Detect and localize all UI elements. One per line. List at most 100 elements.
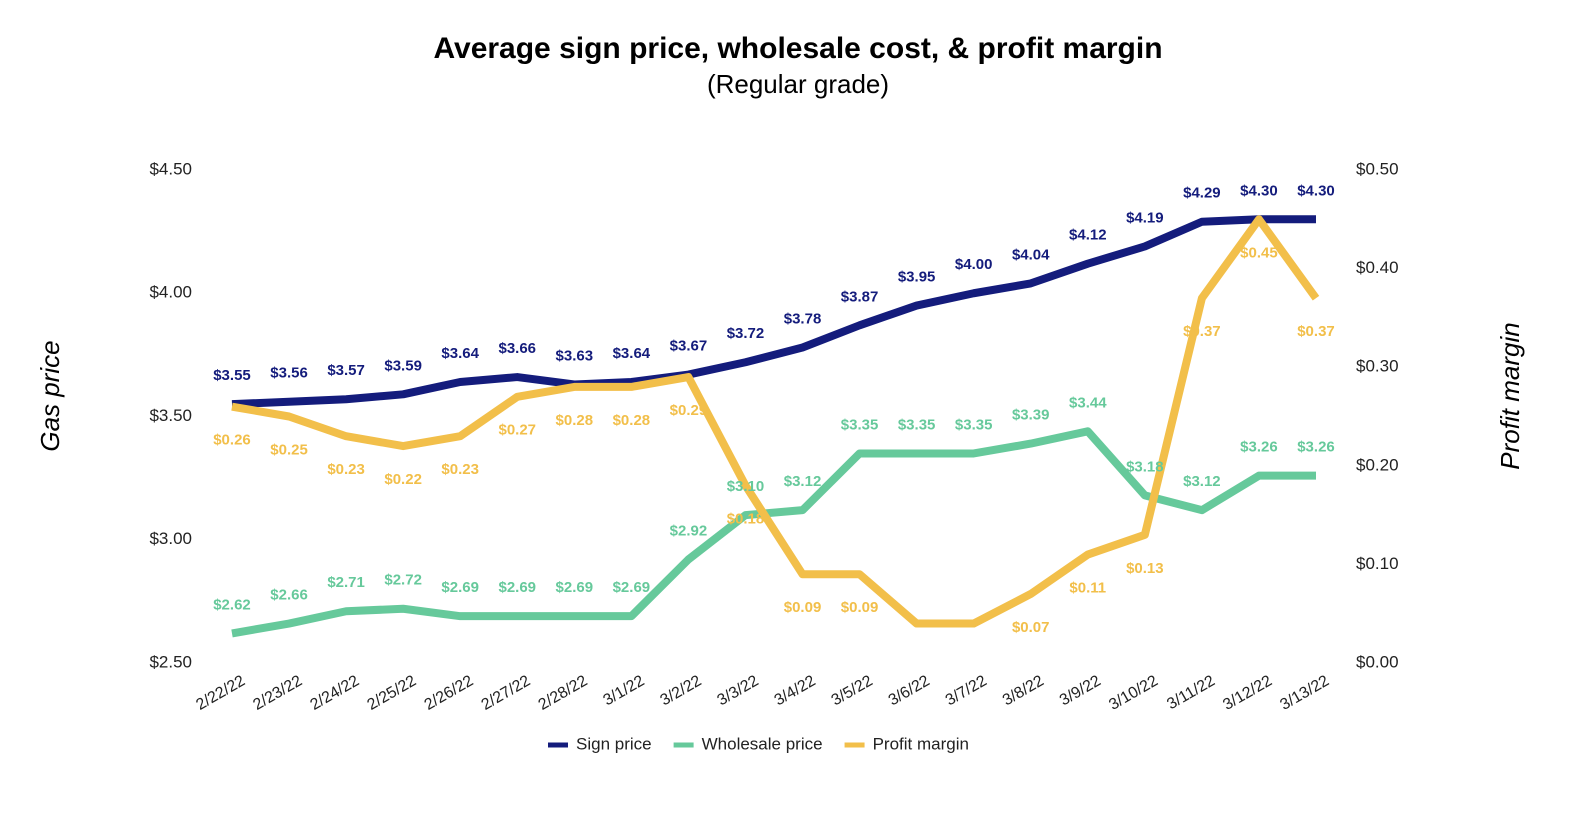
x-tick-label: 2/28/22: [536, 672, 591, 713]
y-tick-label: $4.00: [149, 283, 192, 302]
y-tick-label: $3.50: [149, 406, 192, 425]
data-label: $0.37: [1297, 323, 1335, 340]
data-label: $3.35: [841, 416, 879, 433]
x-tick-label: 2/25/22: [365, 672, 420, 713]
data-label: $3.55: [213, 367, 251, 384]
x-tick-label: 3/9/22: [1057, 672, 1104, 709]
data-label: $0.28: [556, 412, 594, 429]
data-label: $2.62: [213, 596, 251, 613]
data-label: $3.56: [270, 365, 308, 382]
x-tick-label: 3/6/22: [886, 672, 933, 709]
data-label: $0.23: [441, 461, 479, 478]
data-label: $3.78: [784, 310, 822, 327]
data-label: $0.37: [1183, 323, 1221, 340]
series-line: [231, 427, 1316, 638]
data-label: $3.66: [498, 340, 536, 357]
data-label: $4.30: [1240, 182, 1278, 199]
series-line: [231, 215, 1320, 628]
y2-axis-title: Profit margin: [1495, 322, 1525, 469]
data-label: $0.27: [498, 422, 536, 439]
data-label: $4.19: [1126, 209, 1164, 226]
legend-label: Wholesale price: [702, 734, 823, 753]
y-tick-label: $4.50: [149, 159, 192, 178]
data-label: $4.30: [1297, 182, 1335, 199]
x-tick-label: 2/22/22: [193, 672, 248, 713]
x-tick-label: 3/4/22: [772, 672, 819, 709]
data-label: $2.66: [270, 587, 308, 604]
data-label: $3.12: [784, 473, 822, 490]
data-label: $2.72: [384, 572, 422, 589]
x-tick-label: 3/1/22: [600, 672, 647, 709]
y-tick-label: $2.50: [149, 652, 192, 671]
x-tick-label: 3/5/22: [829, 672, 876, 709]
series-line: [231, 215, 1316, 409]
x-tick-label: 3/7/22: [943, 672, 990, 709]
data-label: $3.87: [841, 288, 879, 305]
y2-tick-label: $0.30: [1356, 357, 1399, 376]
data-label: $3.12: [1183, 473, 1221, 490]
data-label: $3.67: [670, 338, 708, 355]
y2-tick-label: $0.40: [1356, 258, 1399, 277]
legend-label: Sign price: [576, 734, 652, 753]
data-label: $0.07: [1012, 619, 1050, 636]
data-label: $3.57: [327, 362, 365, 379]
data-label: $4.04: [1012, 246, 1050, 263]
y-axis-title: Gas price: [35, 340, 65, 451]
data-label: $2.69: [498, 579, 536, 596]
data-label: $0.11: [1069, 580, 1106, 597]
data-label: $0.13: [1126, 560, 1164, 577]
data-label: $3.59: [384, 357, 422, 374]
data-label: $3.44: [1069, 394, 1107, 411]
data-label: $3.64: [441, 345, 479, 362]
data-label: $0.29: [670, 402, 708, 419]
chart-title: Average sign price, wholesale cost, & pr…: [433, 32, 1162, 65]
x-tick-label: 2/23/22: [250, 672, 305, 713]
data-label: $0.28: [613, 412, 651, 429]
x-tick-label: 2/27/22: [479, 672, 534, 713]
data-label: $0.09: [784, 599, 822, 616]
data-label: $0.45: [1240, 244, 1278, 261]
data-label: $2.69: [556, 579, 594, 596]
y-tick-label: $3.00: [149, 529, 192, 548]
y2-tick-label: $0.00: [1356, 652, 1399, 671]
x-tick-label: 3/10/22: [1106, 672, 1161, 713]
y2-tick-label: $0.10: [1356, 554, 1399, 573]
x-tick-label: 2/24/22: [307, 672, 362, 713]
data-label: $3.63: [556, 347, 594, 364]
data-label: $3.95: [898, 269, 936, 286]
data-label: $0.25: [270, 441, 308, 458]
data-label: $0.22: [384, 471, 422, 488]
data-label: $0.23: [327, 461, 365, 478]
data-label: $3.35: [898, 416, 936, 433]
data-label: $3.72: [727, 325, 765, 342]
data-label: $4.00: [955, 256, 993, 273]
data-label: $2.69: [613, 579, 651, 596]
data-label: $3.18: [1126, 458, 1164, 475]
data-label: $3.64: [613, 345, 651, 362]
data-label: $3.26: [1297, 439, 1335, 456]
x-tick-label: 3/3/22: [715, 672, 762, 709]
x-tick-label: 3/13/22: [1277, 672, 1332, 713]
y2-tick-label: $0.50: [1356, 159, 1399, 178]
data-label: $3.26: [1240, 439, 1278, 456]
data-label: $2.71: [327, 574, 365, 591]
x-tick-label: 3/12/22: [1220, 672, 1275, 713]
data-label: $3.39: [1012, 407, 1050, 424]
data-label: $0.09: [841, 599, 879, 616]
y2-tick-label: $0.20: [1356, 455, 1399, 474]
legend-label: Profit margin: [873, 734, 969, 753]
x-tick-label: 3/2/22: [658, 672, 705, 709]
data-label: $4.29: [1183, 185, 1221, 202]
x-tick-label: 2/26/22: [422, 672, 477, 713]
x-tick-label: 3/11/22: [1164, 672, 1218, 713]
data-label: $0.18: [727, 510, 765, 527]
data-label: $2.69: [441, 579, 479, 596]
chart-subtitle: (Regular grade): [707, 69, 889, 99]
data-label: $0.26: [213, 432, 251, 449]
data-label: $2.92: [670, 522, 708, 539]
data-label: $3.10: [727, 478, 765, 495]
data-label: $4.12: [1069, 227, 1107, 244]
data-label: $3.35: [955, 416, 993, 433]
